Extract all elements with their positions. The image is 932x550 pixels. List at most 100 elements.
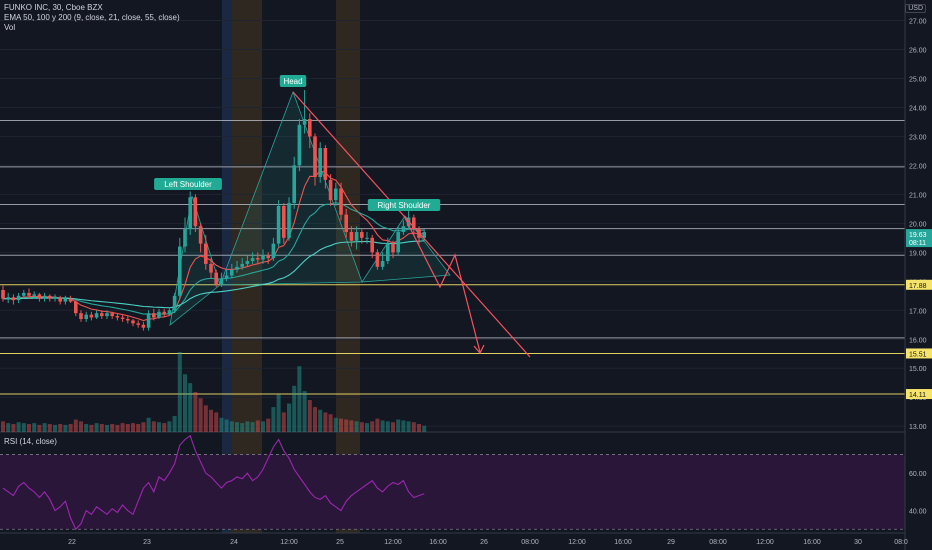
volume-bar: [396, 419, 401, 432]
rsi-tick-label: 60.00: [909, 471, 927, 478]
candle-body: [412, 217, 416, 230]
candle: [27, 288, 31, 299]
time-tick-label: 26: [480, 539, 488, 546]
volume-bar: [250, 422, 255, 432]
candle: [188, 191, 192, 235]
candle: [318, 142, 322, 183]
candle: [16, 292, 21, 304]
candle-body: [84, 314, 88, 319]
descending-trendline: [292, 91, 531, 358]
time-tick-label: 12:00: [280, 539, 298, 546]
candle: [110, 311, 114, 319]
volume-bar: [292, 385, 297, 432]
volume-bar: [209, 409, 213, 432]
price-badge-bg: [906, 229, 932, 248]
price-tick-label: 23.00: [909, 134, 927, 141]
volume-bar: [183, 374, 187, 432]
candle-body: [131, 320, 135, 324]
volume-bar: [287, 403, 291, 432]
ema-indicator-label[interactable]: EMA 50, 100 y 200 (9, close, 21, close, …: [4, 13, 180, 22]
candle: [240, 258, 244, 270]
volume-bar: [349, 420, 354, 432]
volume-bar: [406, 421, 411, 432]
candle-body: [110, 313, 114, 317]
candle: [198, 223, 203, 253]
candle-body: [146, 313, 151, 328]
candle: [328, 174, 333, 206]
volume-bar: [157, 422, 161, 432]
volume-bar: [313, 407, 317, 432]
candle-body: [266, 255, 270, 259]
candle: [224, 269, 229, 282]
volume-indicator-label[interactable]: Vol: [4, 23, 16, 32]
ema-55-line: [2, 240, 425, 309]
head-label-bg: [279, 75, 307, 87]
volume-bar: [146, 417, 151, 432]
candle: [74, 300, 78, 317]
candle-body: [162, 311, 166, 315]
candle-body: [152, 313, 156, 318]
price-tick-label: 19.00: [909, 250, 927, 257]
volume-bar: [359, 422, 364, 432]
candle-body: [58, 297, 62, 302]
volume-bar: [385, 421, 390, 432]
rsi-line: [2, 434, 425, 531]
candle-body: [344, 214, 348, 233]
time-tick-label: 16:00: [429, 539, 447, 546]
volume-bar: [193, 392, 198, 432]
candle-body: [245, 261, 250, 264]
candle: [323, 145, 328, 189]
candle: [349, 226, 354, 247]
volume-bar: [6, 423, 11, 432]
candle-body: [360, 232, 364, 238]
candle-body: [422, 232, 426, 238]
candle-body: [349, 232, 354, 241]
time-tick-label: 12:00: [384, 539, 402, 546]
candle-body: [276, 205, 281, 244]
price-badge-bg: [906, 389, 932, 400]
currency-badge[interactable]: USD: [905, 4, 926, 13]
candle-body: [287, 203, 291, 238]
volume-bar: [68, 424, 73, 432]
price-badge-label: 14.11: [909, 392, 926, 399]
candle: [396, 226, 400, 256]
candle: [157, 308, 161, 319]
candle: [250, 252, 255, 264]
volume-bar: [42, 423, 47, 432]
time-tick-label: 30: [854, 539, 862, 546]
right-shoulder-triangle: [361, 215, 451, 283]
volume-bar: [245, 421, 250, 432]
volume-bar: [141, 422, 146, 432]
candle: [152, 308, 156, 321]
volume-bar: [136, 424, 141, 432]
candle-body: [292, 165, 296, 204]
candle-body: [16, 295, 21, 301]
candle-body: [193, 197, 198, 227]
candle: [302, 90, 307, 134]
candle-body: [100, 313, 104, 317]
candle: [261, 249, 265, 264]
time-tick-label: 08:00: [521, 539, 539, 546]
price-tick-label: 25.00: [909, 76, 927, 83]
candle-body: [370, 237, 374, 253]
ema-21-line: [2, 202, 425, 315]
volume-bar: [58, 424, 63, 432]
candle: [365, 232, 369, 244]
time-tick-label: 12:00: [756, 539, 774, 546]
candle: [193, 194, 198, 233]
left-shoulder-label-bg: [154, 178, 222, 190]
volume-bar: [318, 409, 323, 432]
rsi-indicator-label[interactable]: RSI (14, close): [4, 437, 57, 446]
candle: [271, 237, 276, 262]
candle: [370, 234, 374, 259]
candle-body: [328, 179, 333, 201]
time-tick-label: 12:00: [568, 539, 586, 546]
candle-body: [230, 269, 234, 276]
volume-bar: [229, 421, 234, 432]
candle: [178, 237, 182, 299]
price-axis-panel: [905, 0, 932, 550]
price-tick-label: 20.00: [909, 221, 927, 228]
candle: [84, 311, 88, 322]
candle: [37, 292, 42, 302]
